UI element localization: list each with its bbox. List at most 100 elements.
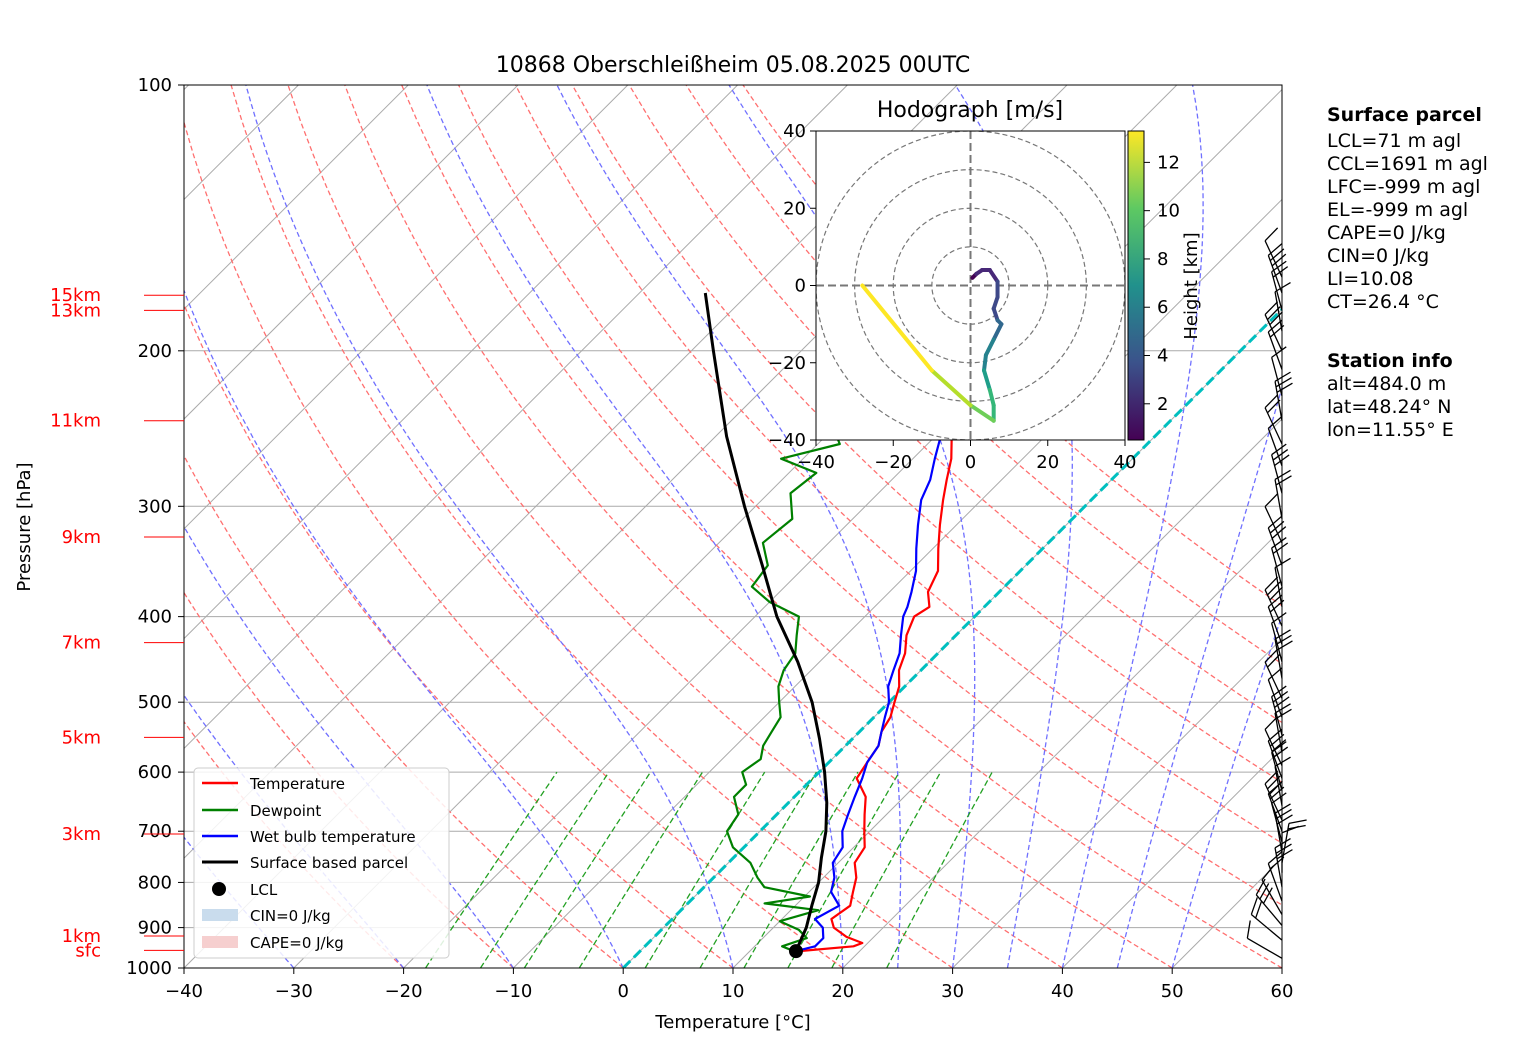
wind-barb-flag xyxy=(1262,887,1273,904)
wind-barb xyxy=(1267,416,1283,467)
y-tick-label: 800 xyxy=(138,872,172,893)
wind-barb xyxy=(1267,667,1283,718)
y-axis-label: Pressure [hPa] xyxy=(14,462,35,591)
dry-adiabat-line xyxy=(344,85,1173,968)
height-label: 11km xyxy=(50,411,101,432)
colorbar-label: Height [km] xyxy=(1181,232,1202,339)
colorbar-tick-label: 8 xyxy=(1157,249,1168,270)
wind-barb-flag xyxy=(1267,319,1283,333)
y-tick-label: 700 xyxy=(138,821,172,842)
x-axis-label: Temperature [°C] xyxy=(654,1012,810,1033)
wind-barb-flag xyxy=(1275,808,1292,820)
hodograph-x-tick-label: −40 xyxy=(797,452,835,473)
wind-barb xyxy=(1274,557,1291,608)
wind-barb-flag xyxy=(1264,301,1279,316)
legend-label-cape: CAPE=0 J/kg xyxy=(250,934,344,952)
x-tick-label: −20 xyxy=(385,981,423,1002)
hodograph-y-tick-label: 0 xyxy=(795,276,806,297)
mixing-ratio-line xyxy=(787,771,900,968)
station-info-line: alt=484.0 m xyxy=(1327,373,1446,395)
legend-label-temperature: Temperature xyxy=(249,775,345,793)
wind-barb-shaft xyxy=(1261,879,1283,915)
wind-barb-flag xyxy=(1271,253,1287,267)
legend-swatch-cape xyxy=(202,936,238,948)
chart-title: 10868 Oberschleißheim 05.08.2025 00UTC xyxy=(496,53,971,78)
wind-barb xyxy=(1274,838,1293,888)
y-tick-label: 300 xyxy=(138,496,172,517)
station-info-title: Station info xyxy=(1327,350,1453,372)
wind-barb-shaft xyxy=(1247,937,1283,959)
wind-barb-shaft xyxy=(1264,506,1283,544)
wind-barb-shaft xyxy=(1274,381,1283,421)
wind-barb xyxy=(1271,537,1289,587)
hodograph-segment xyxy=(860,283,934,373)
wind-barb-shaft xyxy=(1264,240,1283,278)
side-panel: Surface parcel LCL=71 m agl CCL=1691 m a… xyxy=(1327,104,1488,441)
moist-adiabat-line xyxy=(1116,385,1282,968)
isotherm-line xyxy=(1062,747,1282,968)
hodograph-segment xyxy=(983,337,996,358)
wind-barb-flag xyxy=(1269,311,1283,326)
wind-barb-flag xyxy=(1271,526,1287,539)
station-info-line: lat=48.24° N xyxy=(1327,396,1451,418)
isotherm-line xyxy=(184,85,519,420)
hodograph-segment xyxy=(987,387,996,408)
wind-barb-flag xyxy=(1275,843,1292,854)
height-label: 3km xyxy=(62,824,101,845)
wind-barb-flag xyxy=(1271,537,1287,549)
mixing-ratio-line xyxy=(886,771,993,968)
wind-barb-flag xyxy=(1288,819,1307,825)
x-tick-label: 0 xyxy=(617,981,628,1002)
x-tick-label: 20 xyxy=(831,981,854,1002)
surface-parcel-title: Surface parcel xyxy=(1327,104,1482,126)
y-tick-label: 400 xyxy=(138,607,172,628)
wind-barb-flag xyxy=(1264,648,1279,663)
height-label: 13km xyxy=(50,300,101,321)
wind-barb-shaft xyxy=(1267,527,1283,566)
dry-adiabat-line xyxy=(230,85,953,968)
wind-barb-flag xyxy=(1275,475,1292,486)
wind-barb-flag xyxy=(1266,775,1281,790)
mixing-ratio-line xyxy=(699,771,818,968)
wind-barb-flag xyxy=(1267,851,1283,865)
hodograph-segment xyxy=(991,322,1004,342)
wind-barb-shaft xyxy=(1264,314,1283,352)
mixing-ratio-line xyxy=(743,771,859,968)
y-tick-label: 900 xyxy=(138,918,172,939)
wind-barb-flag xyxy=(1276,640,1293,651)
wind-barb-flag xyxy=(1271,443,1287,456)
wind-barb-flag xyxy=(1267,728,1283,742)
wind-barb-shaft xyxy=(1271,454,1283,494)
wind-barb-flag xyxy=(1255,900,1263,919)
wind-barb-shaft xyxy=(1255,894,1283,926)
hodograph-title: Hodograph [m/s] xyxy=(877,98,1063,123)
wind-barb-shaft xyxy=(1274,638,1283,679)
wind-barb-shaft xyxy=(1264,407,1283,445)
wind-barb-flag xyxy=(1250,897,1258,915)
wind-barb-shaft xyxy=(1274,766,1283,806)
wind-barb xyxy=(1281,819,1307,863)
isotherm-line xyxy=(952,637,1282,968)
surface-parcel-line: LCL=71 m agl xyxy=(1327,130,1461,152)
wind-barb xyxy=(1267,515,1287,566)
wind-barb-shaft xyxy=(1264,589,1283,627)
wind-barb-shaft xyxy=(1271,803,1283,843)
surface-parcel-line: CCL=1691 m agl xyxy=(1327,153,1488,175)
wind-barb-flag xyxy=(1275,634,1292,646)
dry-adiabat-line xyxy=(458,85,1282,906)
surface-parcel-line: LFC=-999 m agl xyxy=(1327,176,1480,198)
wind-barb xyxy=(1250,897,1283,941)
hodograph-axes: −40 −20 0 20 40 −40 −20 0 20 40 xyxy=(768,121,1136,473)
wind-barb xyxy=(1246,920,1283,959)
wind-barb-flag xyxy=(1269,520,1285,534)
wind-barb-shaft xyxy=(1274,847,1283,888)
hodograph-colorbar xyxy=(1127,130,1145,441)
legend-swatch-cin xyxy=(202,909,238,921)
wind-barb xyxy=(1271,346,1287,397)
wind-barb xyxy=(1271,443,1290,494)
hodograph-segment xyxy=(982,353,988,373)
legend-label-lcl: LCL xyxy=(250,881,278,899)
y-tick-label: 100 xyxy=(138,75,172,96)
